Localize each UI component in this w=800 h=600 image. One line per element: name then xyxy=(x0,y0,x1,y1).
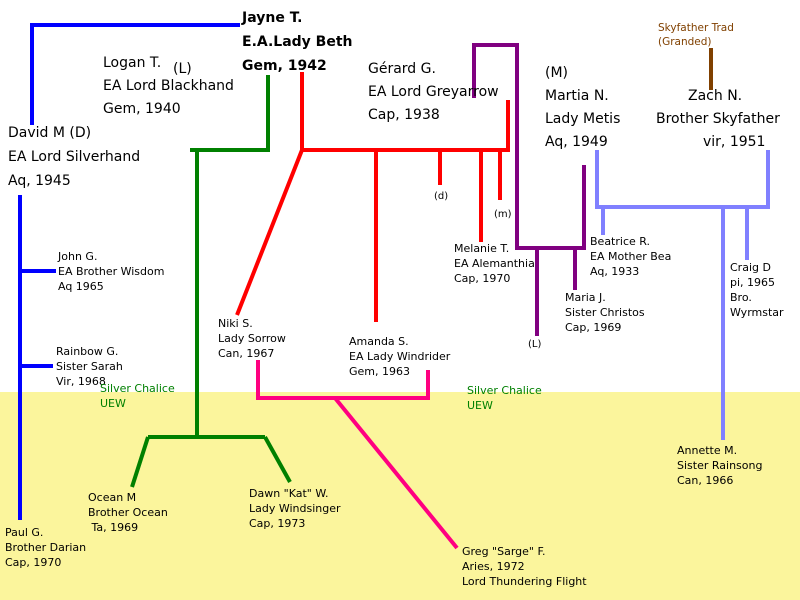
person-label: UEW xyxy=(467,399,493,412)
person-label: EA Lord Greyarrow xyxy=(368,84,499,100)
note: (m) xyxy=(494,209,512,220)
person-label: Gem, 1942 xyxy=(242,58,327,74)
person-label: Niki S. xyxy=(218,317,253,330)
background-top xyxy=(0,0,800,392)
person-label: Can, 1967 xyxy=(218,347,274,360)
background-bottom xyxy=(0,392,800,600)
person-label: Maria J. xyxy=(565,291,606,304)
person-label: EA Brother Wisdom xyxy=(58,265,164,278)
person-label: Dawn "Kat" W. xyxy=(249,487,328,500)
person-label: David M (D) xyxy=(8,125,91,141)
person-label: Gérard G. xyxy=(368,61,436,77)
person-label: Rainbow G. xyxy=(56,345,118,358)
green-lines xyxy=(130,75,292,488)
person-label: EA Lord Blackhand xyxy=(103,78,234,94)
person-label: Aq, 1933 xyxy=(590,265,639,278)
person-label: Lady Windsinger xyxy=(249,502,341,515)
person-label: Ta, 1969 xyxy=(88,521,138,534)
person-label: Sister Christos xyxy=(565,306,645,319)
person-label: Cap, 1938 xyxy=(368,107,440,123)
person-label: Brother Darian xyxy=(5,541,86,554)
pink-lines xyxy=(256,360,459,550)
person-label: vir, 1951 xyxy=(703,134,765,150)
person-label: Wyrmstar xyxy=(730,306,784,319)
person-label: Melanie T. xyxy=(454,242,509,255)
person-label: John G. xyxy=(57,250,97,263)
person-label: Jayne T. xyxy=(241,10,302,26)
person-label: (M) xyxy=(545,65,568,81)
red-lines xyxy=(235,72,510,322)
person-label: Aq, 1949 xyxy=(545,134,608,150)
person-label: Martia N. xyxy=(545,88,609,104)
person-label: Gem, 1963 xyxy=(349,365,410,378)
person-label: Aq, 1945 xyxy=(8,173,71,189)
person-label: Lord Thundering Flight xyxy=(462,575,587,588)
person-label: Silver Chalice xyxy=(467,384,542,397)
person-label: Cap, 1969 xyxy=(565,321,621,334)
person-label: Bro. xyxy=(730,291,752,304)
person-label: pi, 1965 xyxy=(730,276,775,289)
person-label: Zach N. xyxy=(688,88,742,104)
person-label: Ocean M xyxy=(88,491,136,504)
person-label: Sister Sarah xyxy=(56,360,123,373)
person-label: Lady Sorrow xyxy=(218,332,286,345)
lavender-lines xyxy=(595,150,770,440)
person-label: Greg "Sarge" F. xyxy=(462,545,546,558)
purple-lines xyxy=(472,43,586,336)
blue-lines xyxy=(18,23,240,520)
person-label: Gem, 1940 xyxy=(103,101,181,117)
person-label: Paul G. xyxy=(5,526,43,539)
person-label: Brother Skyfather xyxy=(656,111,780,127)
person-label: Aries, 1972 xyxy=(462,560,525,573)
person-label: Cap, 1970 xyxy=(5,556,61,569)
person-label: EA Mother Bea xyxy=(590,250,671,263)
person-label: Skyfather Trad xyxy=(658,22,734,34)
person-label: Craig D xyxy=(730,261,771,274)
person-label: Aq 1965 xyxy=(58,280,104,293)
person-label: UEW xyxy=(100,397,126,410)
person-label: Sister Rainsong xyxy=(677,459,762,472)
person-label: Cap, 1973 xyxy=(249,517,305,530)
note: (d) xyxy=(434,191,448,202)
person-label: EA Alemanthia xyxy=(454,257,535,270)
person-label: Beatrice R. xyxy=(590,235,650,248)
person-label: Silver Chalice xyxy=(100,382,175,395)
person-label: EA Lord Silverhand xyxy=(8,149,140,165)
person-label: Logan T. xyxy=(103,55,161,71)
person-label: Annette M. xyxy=(677,444,737,457)
note: (L) xyxy=(173,61,192,77)
person-label: Lady Metis xyxy=(545,111,620,127)
person-label: Cap, 1970 xyxy=(454,272,510,285)
note: (L) xyxy=(528,339,541,350)
person-label: Amanda S. xyxy=(349,335,409,348)
person-label: Can, 1966 xyxy=(677,474,733,487)
person-label: EA Lady Windrider xyxy=(349,350,451,363)
person-label: (Granded) xyxy=(658,36,712,48)
person-label: Vir, 1968 xyxy=(56,375,106,388)
person-label: Brother Ocean xyxy=(88,506,168,519)
person-label: E.A.Lady Beth xyxy=(242,34,353,50)
